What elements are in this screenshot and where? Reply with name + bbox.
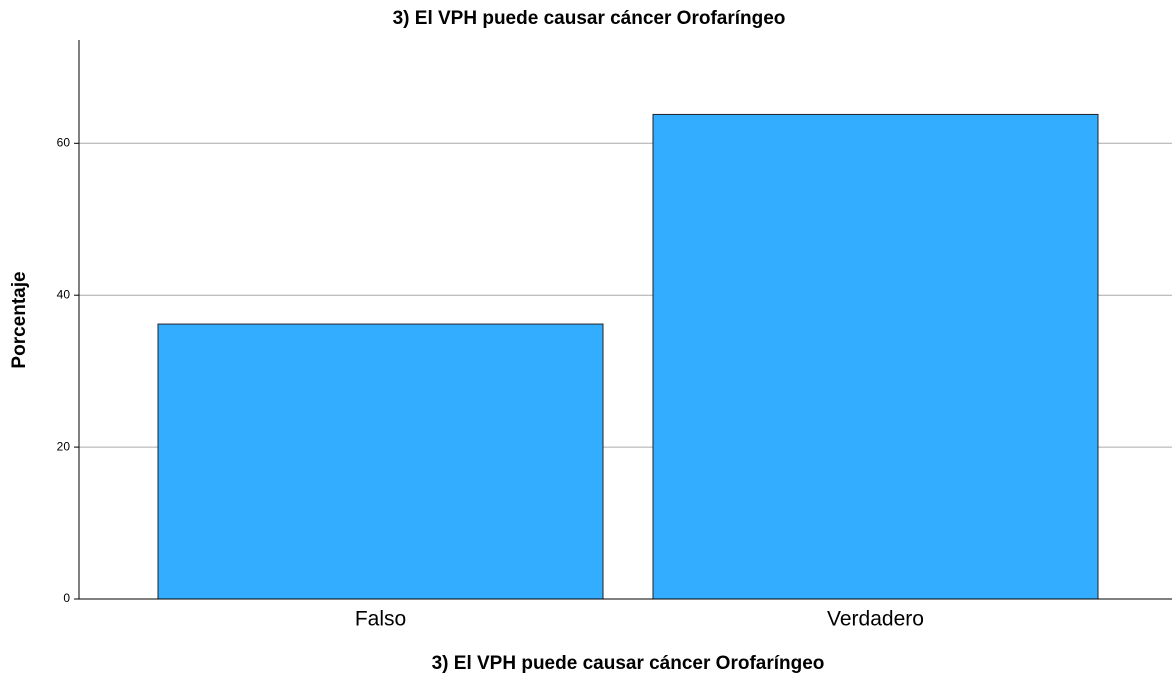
bar: [652, 113, 1099, 600]
bar: [157, 323, 604, 600]
y-tick-label: 0: [63, 591, 70, 605]
y-axis-label: Porcentaje: [9, 271, 30, 368]
x-tick-label: Falso: [355, 608, 406, 631]
chart-title: 3) El VPH puede causar cáncer Orofarínge…: [393, 8, 786, 29]
x-tick-label: Verdadero: [827, 608, 924, 631]
y-tick-label: 20: [57, 439, 71, 453]
x-axis-label: 3) El VPH puede causar cáncer Orofarínge…: [432, 653, 825, 674]
y-tick-label: 40: [57, 287, 71, 301]
y-tick-label: 60: [57, 135, 71, 149]
